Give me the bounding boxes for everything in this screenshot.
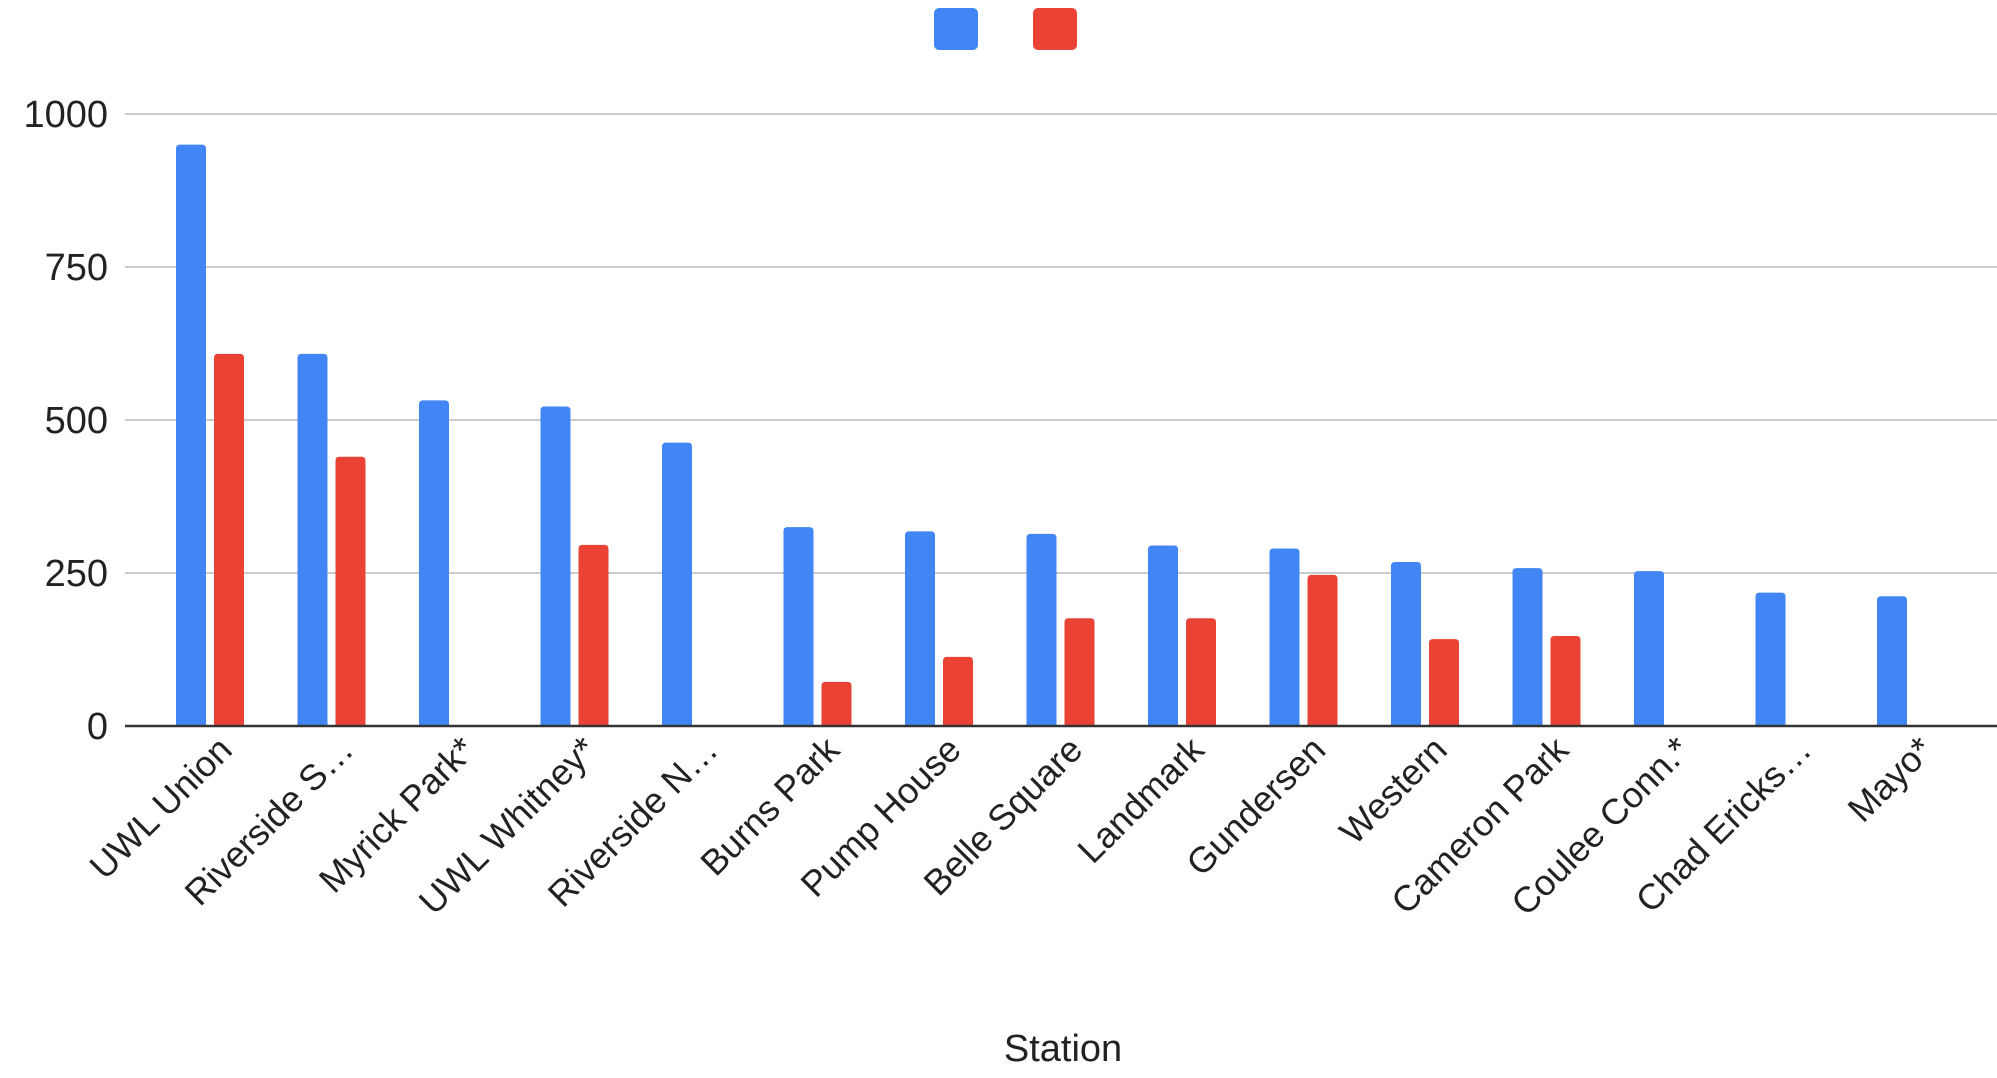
bar xyxy=(783,527,814,726)
bar xyxy=(1269,548,1300,726)
bar xyxy=(1755,592,1786,726)
bar xyxy=(1550,636,1581,726)
bar xyxy=(1148,545,1178,726)
bar xyxy=(540,406,571,726)
bar xyxy=(662,442,692,726)
gridlines xyxy=(125,113,1997,574)
bar xyxy=(1064,618,1095,726)
y-tick-label: 500 xyxy=(45,400,108,442)
bar xyxy=(1307,574,1338,726)
bar xyxy=(176,144,206,727)
bar xyxy=(1512,568,1543,726)
y-tick-label: 1000 xyxy=(23,94,108,136)
bar xyxy=(578,544,609,726)
x-tick-label: Western xyxy=(1331,729,1454,852)
bar xyxy=(905,531,935,726)
bar xyxy=(1429,639,1459,726)
bar xyxy=(214,353,244,726)
bar xyxy=(1186,618,1216,726)
legend xyxy=(934,8,1077,50)
y-tick-label: 250 xyxy=(45,553,108,595)
bar xyxy=(297,353,328,726)
bar xyxy=(1391,561,1421,726)
legend-swatch xyxy=(934,8,978,50)
bar xyxy=(335,456,366,726)
bar xyxy=(419,400,449,726)
bar xyxy=(1634,571,1664,726)
y-tick-label: 750 xyxy=(45,247,108,289)
x-axis-title: Station xyxy=(1004,1028,1122,1070)
bar xyxy=(821,681,852,726)
bars xyxy=(176,144,1907,727)
legend-swatch xyxy=(1033,8,1077,50)
y-tick-label: 0 xyxy=(87,706,108,748)
bar xyxy=(1877,596,1907,726)
x-tick-label: Mayo* xyxy=(1840,729,1941,830)
bar xyxy=(943,656,973,726)
bar xyxy=(1026,533,1057,726)
